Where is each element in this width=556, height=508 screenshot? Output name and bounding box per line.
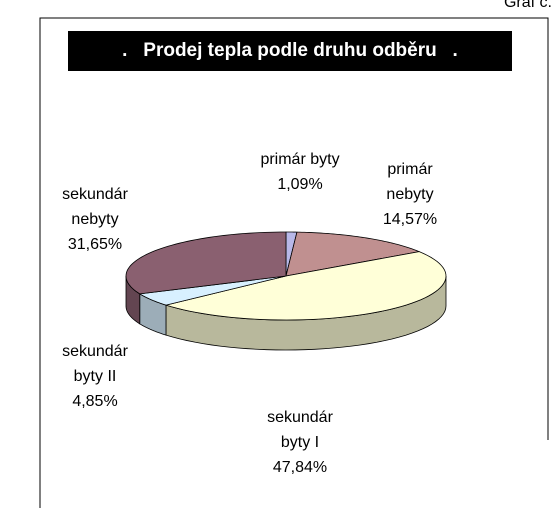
slice-label: sekundár nebyty 31,65% xyxy=(47,182,143,257)
category-label: primár byty xyxy=(260,151,340,168)
slice-label: primár nebyty 14,57% xyxy=(362,157,458,232)
category-label: sekundár byty II xyxy=(62,343,128,385)
value-label: 1,09% xyxy=(277,176,323,193)
category-label: sekundár byty I xyxy=(267,409,333,451)
slice-label: sekundár byty II 4,85% xyxy=(47,339,143,414)
slice xyxy=(164,251,447,321)
slice-label: primár byty 1,09% xyxy=(252,147,348,197)
value-label: 14,57% xyxy=(382,211,438,228)
slice xyxy=(125,231,287,295)
chart-subtitle: Graf č. xyxy=(503,0,552,11)
slice-label: sekundár byty I 47,84% xyxy=(252,405,348,480)
value-label: 31,65% xyxy=(67,236,123,253)
value-label: 47,84% xyxy=(272,459,328,476)
category-label: sekundár nebyty xyxy=(62,186,128,228)
chart-title: . Prodej tepla podle druhu odběru . xyxy=(68,31,512,71)
frame xyxy=(39,17,549,508)
category-label: primár nebyty xyxy=(386,161,434,203)
slice xyxy=(285,231,421,277)
slice xyxy=(138,275,287,306)
value-label: 4,85% xyxy=(72,393,118,410)
